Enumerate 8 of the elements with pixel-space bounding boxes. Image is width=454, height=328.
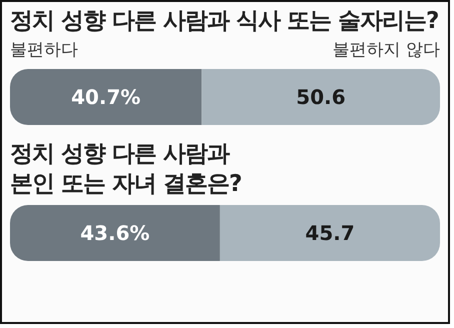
chart-title: 정치 성향 다른 사람과 식사 또는 술자리는? xyxy=(10,7,440,36)
data-label: 43.6% xyxy=(80,221,150,245)
data-label: 50.6 xyxy=(296,85,346,109)
series-label: 불편하다 xyxy=(10,39,78,61)
data-label: 40.7% xyxy=(71,85,141,109)
data-label: 45.7 xyxy=(305,221,355,245)
series-label: 불편하지 않다 xyxy=(332,39,440,61)
chart-title: 정치 성향 다른 사람과 본인 또는 자녀 결혼은? xyxy=(10,140,242,199)
